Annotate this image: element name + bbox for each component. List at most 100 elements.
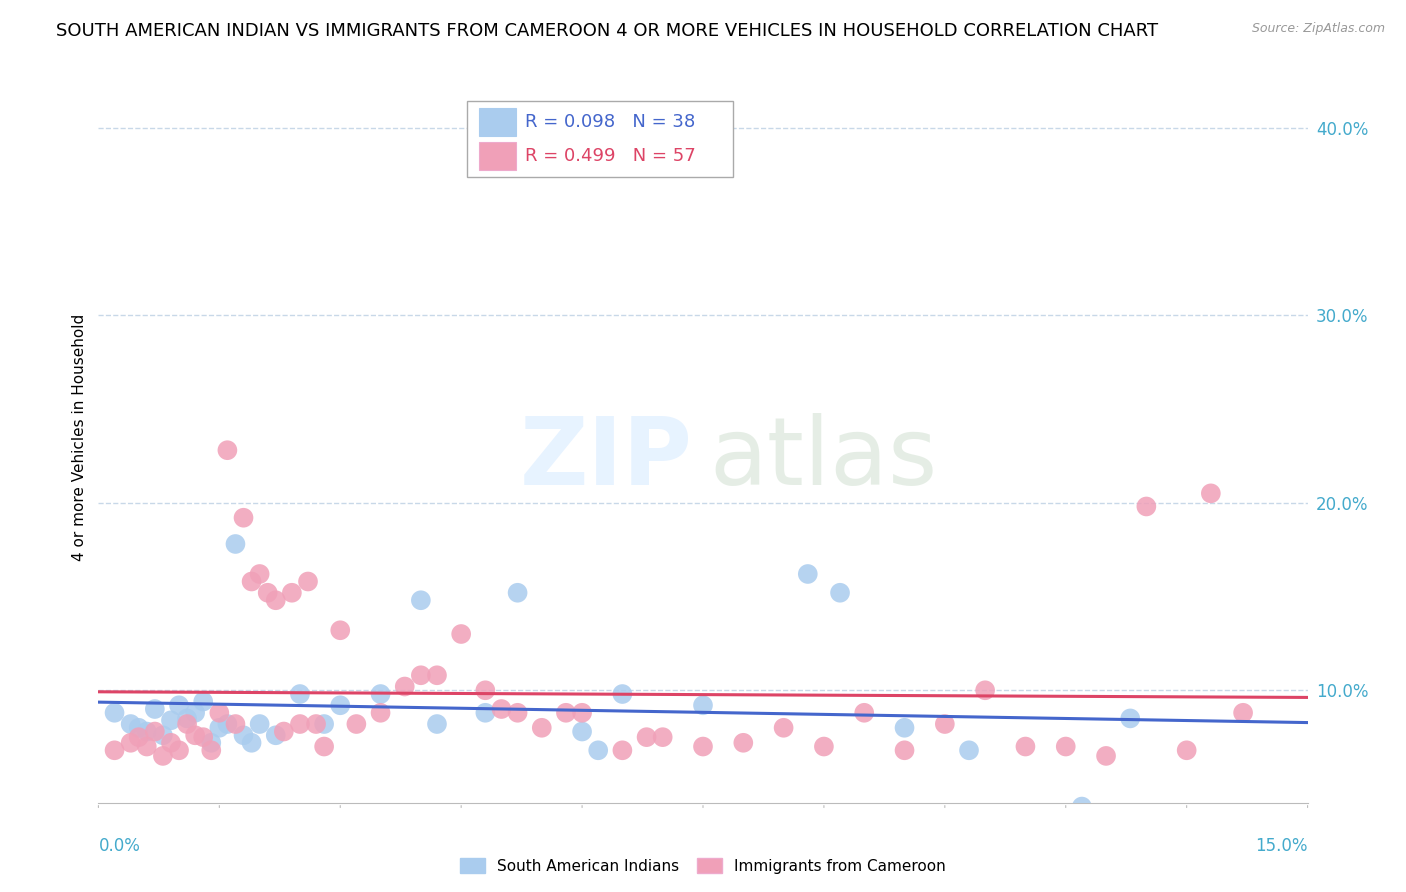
- Point: [103, 743, 125, 757]
- Point: [288, 687, 311, 701]
- Point: [329, 624, 352, 638]
- Point: [143, 724, 166, 739]
- Point: [1199, 814, 1222, 829]
- Text: 0.0%: 0.0%: [98, 837, 141, 855]
- Text: SOUTH AMERICAN INDIAN VS IMMIGRANTS FROM CAMEROON 4 OR MORE VEHICLES IN HOUSEHOL: SOUTH AMERICAN INDIAN VS IMMIGRANTS FROM…: [56, 22, 1159, 40]
- Point: [853, 706, 876, 720]
- Point: [135, 739, 157, 754]
- Point: [120, 736, 142, 750]
- Point: [1095, 748, 1118, 763]
- Point: [370, 687, 392, 701]
- Point: [281, 586, 304, 600]
- Point: [450, 627, 472, 641]
- Point: [264, 728, 287, 742]
- Text: ZIP: ZIP: [520, 413, 693, 505]
- Point: [160, 736, 183, 750]
- Point: [1070, 799, 1092, 814]
- Point: [224, 537, 246, 551]
- Point: [103, 706, 125, 720]
- Point: [934, 717, 956, 731]
- Point: [273, 724, 295, 739]
- Point: [530, 721, 553, 735]
- Point: [1119, 711, 1142, 725]
- Point: [813, 739, 835, 754]
- Point: [344, 717, 367, 731]
- Point: [1135, 500, 1157, 514]
- Point: [128, 730, 150, 744]
- Point: [491, 702, 513, 716]
- Point: [797, 566, 820, 581]
- Point: [160, 713, 183, 727]
- Point: [426, 668, 449, 682]
- Point: [232, 510, 254, 524]
- Point: [692, 739, 714, 754]
- Point: [692, 698, 714, 713]
- Point: [184, 728, 207, 742]
- Text: R = 0.499   N = 57: R = 0.499 N = 57: [526, 147, 696, 165]
- Point: [506, 586, 529, 600]
- Point: [305, 717, 328, 731]
- Point: [135, 724, 157, 739]
- Point: [120, 717, 142, 731]
- Point: [200, 736, 222, 750]
- Point: [772, 721, 794, 735]
- Point: [586, 743, 609, 757]
- Point: [208, 706, 231, 720]
- Point: [651, 730, 673, 744]
- Point: [409, 668, 432, 682]
- Point: [128, 721, 150, 735]
- Point: [152, 748, 174, 763]
- Point: [733, 736, 755, 750]
- Point: [571, 706, 593, 720]
- FancyBboxPatch shape: [479, 108, 516, 136]
- FancyBboxPatch shape: [479, 143, 516, 170]
- Point: [612, 743, 634, 757]
- Point: [314, 717, 336, 731]
- Point: [249, 566, 271, 581]
- Point: [1014, 739, 1036, 754]
- Point: [208, 721, 231, 735]
- Point: [152, 728, 174, 742]
- Point: [329, 698, 352, 713]
- Point: [184, 706, 207, 720]
- Point: [288, 717, 311, 731]
- Point: [240, 736, 263, 750]
- Point: [370, 706, 392, 720]
- Point: [167, 698, 190, 713]
- Point: [193, 694, 215, 708]
- Point: [893, 721, 915, 735]
- Point: [297, 574, 319, 589]
- Point: [143, 702, 166, 716]
- Legend: South American Indians, Immigrants from Cameroon: South American Indians, Immigrants from …: [454, 852, 952, 880]
- Point: [1199, 486, 1222, 500]
- Point: [474, 683, 496, 698]
- Point: [506, 706, 529, 720]
- Point: [200, 743, 222, 757]
- Point: [828, 586, 851, 600]
- Point: [1232, 706, 1254, 720]
- Text: 15.0%: 15.0%: [1256, 837, 1308, 855]
- Point: [636, 730, 658, 744]
- Point: [232, 728, 254, 742]
- Y-axis label: 4 or more Vehicles in Household: 4 or more Vehicles in Household: [72, 313, 87, 561]
- Point: [555, 706, 578, 720]
- Point: [571, 724, 593, 739]
- Point: [256, 586, 278, 600]
- Text: R = 0.098   N = 38: R = 0.098 N = 38: [526, 112, 696, 131]
- FancyBboxPatch shape: [467, 101, 734, 178]
- Point: [409, 593, 432, 607]
- Point: [193, 730, 215, 744]
- Point: [167, 743, 190, 757]
- Point: [249, 717, 271, 731]
- Point: [957, 743, 980, 757]
- Text: Source: ZipAtlas.com: Source: ZipAtlas.com: [1251, 22, 1385, 36]
- Point: [217, 717, 239, 731]
- Point: [176, 717, 198, 731]
- Text: atlas: atlas: [710, 413, 938, 505]
- Point: [1175, 743, 1198, 757]
- Point: [217, 443, 239, 458]
- Point: [612, 687, 634, 701]
- Point: [314, 739, 336, 754]
- Point: [474, 706, 496, 720]
- Point: [176, 711, 198, 725]
